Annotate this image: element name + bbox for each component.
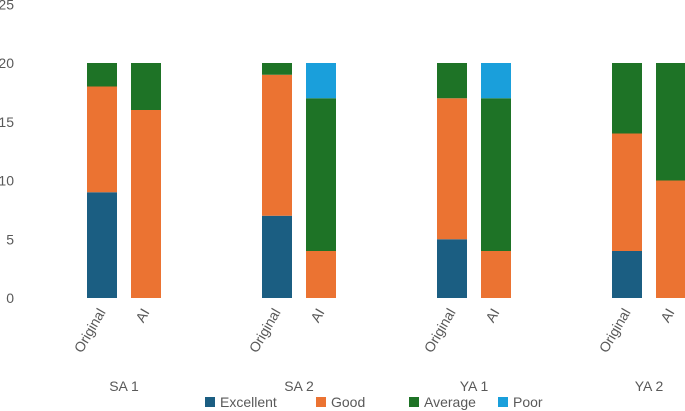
x-bar-label-sa-1-ai: AI <box>132 306 152 325</box>
legend-label-poor: Poor <box>513 394 543 410</box>
bar-ya-1-ai-good <box>481 251 511 298</box>
bar-sa-2-ai-average <box>306 98 336 251</box>
x-bar-label-sa-1-original: Original <box>71 306 109 356</box>
legend-swatch-poor <box>498 397 508 407</box>
bar-sa-2-original-good <box>262 74 292 216</box>
bar-sa-1-ai-good <box>131 110 161 298</box>
x-axis: Original AI SA 1 Original AI SA 2 Original AI YA… <box>71 306 678 395</box>
y-tick-label-5: 5 <box>6 231 14 247</box>
x-bar-label-sa-2-original: Original <box>246 306 284 356</box>
bar-sa-1-original-good <box>87 86 117 193</box>
y-tick-label-10: 10 <box>0 173 14 189</box>
bar-ya-1-ai-poor <box>481 63 511 99</box>
legend-swatch-average <box>409 397 419 407</box>
legend-label-excellent: Excellent <box>220 394 277 410</box>
bar-sa-2-original-excellent <box>262 215 292 298</box>
bar-sa-2-ai-poor <box>306 63 336 99</box>
x-bar-label-ya-2-ai: AI <box>657 306 677 325</box>
bar-ya-2-ai-good <box>656 180 685 298</box>
bar-sa-1-ai-average <box>131 63 161 110</box>
x-bar-label-sa-2-ai: AI <box>307 306 327 325</box>
bar-sa-2-ai-good <box>306 251 336 298</box>
y-tick-label-25: 25 <box>0 0 14 12</box>
y-tick-label-15: 15 <box>0 114 14 130</box>
x-bar-label-ya-1-original: Original <box>421 306 459 356</box>
bar-sa-1-original-excellent <box>87 192 117 298</box>
bar-sa-2-original-average <box>262 63 292 75</box>
legend: Excellent Good Average Poor <box>205 394 543 410</box>
bar-sa-1-original-average <box>87 63 117 87</box>
bar-ya-1-original-average <box>437 63 467 99</box>
bar-ya-2-ai-average <box>656 63 685 181</box>
legend-label-good: Good <box>331 394 365 410</box>
y-axis: 0 5 10 15 20 25 <box>0 0 14 306</box>
bar-ya-2-original-good <box>612 133 642 251</box>
x-group-label-ya-2: YA 2 <box>635 378 664 394</box>
bar-ya-2-original-excellent <box>612 251 642 298</box>
bar-ya-1-ai-average <box>481 98 511 251</box>
x-bar-label-ya-2-original: Original <box>596 306 634 356</box>
legend-label-average: Average <box>424 394 476 410</box>
legend-swatch-good <box>316 397 326 407</box>
x-group-label-sa-2: SA 2 <box>284 378 314 394</box>
bars <box>87 63 685 298</box>
y-tick-label-0: 0 <box>6 290 14 306</box>
legend-swatch-excellent <box>205 397 215 407</box>
y-tick-label-20: 20 <box>0 55 14 71</box>
x-group-label-sa-1: SA 1 <box>109 378 139 394</box>
x-group-label-ya-1: YA 1 <box>460 378 489 394</box>
x-bar-label-ya-1-ai: AI <box>482 306 502 325</box>
bar-ya-1-original-good <box>437 98 467 240</box>
bar-ya-1-original-excellent <box>437 239 467 298</box>
bar-ya-2-original-average <box>612 63 642 134</box>
